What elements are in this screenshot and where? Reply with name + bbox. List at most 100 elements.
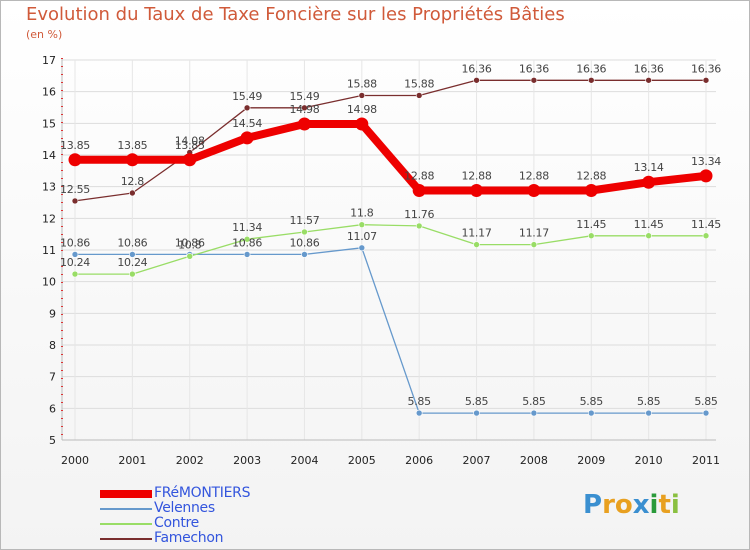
- y-tick-label: 17: [42, 54, 56, 67]
- data-label-contre: 11.8: [350, 207, 374, 220]
- data-point-famechon: [243, 104, 251, 112]
- logo-letter: r: [602, 490, 615, 520]
- y-tick-label: 16: [42, 86, 56, 99]
- data-label-fr-montiers: 13.14: [634, 161, 664, 174]
- data-label-famechon: 15.88: [347, 77, 377, 90]
- x-tick-label: 2002: [176, 454, 204, 467]
- data-label-contre: 11.45: [634, 218, 664, 231]
- data-point-fr-montiers: [68, 153, 82, 167]
- data-point-fr-montiers: [699, 169, 713, 183]
- data-point-famechon: [587, 76, 595, 84]
- data-point-famechon: [415, 92, 423, 99]
- legend-swatch: [100, 538, 152, 540]
- data-point-contre: [473, 241, 480, 248]
- data-point-contre: [587, 232, 595, 240]
- logo-letter: i: [649, 490, 659, 520]
- legend-swatch: [100, 490, 152, 498]
- y-tick-label: 14: [42, 149, 56, 162]
- data-label-fr-montiers: 13.85: [60, 139, 90, 152]
- y-tick-label: 13: [42, 181, 56, 194]
- data-point-contre: [530, 241, 538, 248]
- data-point-velennes: [587, 409, 595, 417]
- legend-item-famechon: Famechon: [100, 531, 320, 546]
- legend-item-fr-montiers: FRéMONTIERS: [100, 486, 320, 501]
- data-label-fr-montiers: 14.98: [289, 103, 319, 116]
- data-label-velennes: 10.86: [289, 236, 319, 249]
- data-labels: 10.86 10.86 10.86 10.86 10.86 11.07 5.85 5.85 5.…: [60, 62, 722, 408]
- data-label-famechon: 15.88: [404, 77, 434, 90]
- data-label-famechon: 15.49: [232, 90, 262, 103]
- data-point-famechon: [473, 76, 480, 84]
- data-point-famechon: [358, 92, 366, 99]
- data-label-velennes: 5.85: [408, 395, 432, 408]
- y-tick-label: 6: [49, 402, 56, 415]
- data-label-contre: 11.76: [404, 208, 434, 221]
- y-tick-label: 15: [42, 117, 56, 130]
- data-label-velennes: 10.86: [117, 236, 147, 249]
- data-label-famechon: 16.36: [691, 62, 721, 75]
- data-point-fr-montiers: [355, 117, 369, 131]
- series-line-velennes: [74, 247, 707, 414]
- data-label-famechon: 16.36: [634, 62, 664, 75]
- data-label-contre: 10.24: [60, 256, 90, 269]
- legend-label: FRéMONTIERS: [154, 485, 251, 501]
- data-label-fr-montiers: 13.34: [691, 155, 721, 168]
- y-tick-label: 10: [42, 276, 56, 289]
- data-label-velennes: 10.86: [232, 236, 262, 249]
- data-point-velennes: [243, 251, 251, 258]
- data-point-contre: [702, 232, 710, 240]
- data-label-fr-montiers: 12.88: [404, 169, 434, 182]
- data-point-famechon: [301, 104, 308, 112]
- logo-letter: t: [658, 490, 671, 520]
- legend-label: Contre: [154, 515, 199, 531]
- data-point-fr-montiers: [297, 117, 311, 131]
- data-label-velennes: 5.85: [522, 395, 546, 408]
- x-tick-label: 2006: [405, 454, 433, 467]
- x-tick-label: 2008: [520, 454, 548, 467]
- logo-letter: x: [632, 490, 650, 520]
- data-label-contre: 11.17: [462, 227, 492, 240]
- data-point-velennes: [71, 251, 79, 258]
- data-point-famechon: [71, 197, 79, 205]
- data-label-fr-montiers: 14.54: [232, 117, 262, 130]
- legend-label: Velennes: [154, 500, 215, 516]
- data-label-famechon: 16.36: [576, 62, 606, 75]
- legend-item-contre: Contre: [100, 516, 320, 531]
- data-point-contre: [129, 270, 136, 278]
- data-point-fr-montiers: [240, 131, 254, 145]
- series-line-contre: [74, 224, 707, 275]
- data-point-velennes: [702, 409, 710, 417]
- data-label-famechon: 12.55: [60, 183, 90, 196]
- x-tick-label: 2007: [463, 454, 491, 467]
- data-point-contre: [301, 228, 308, 236]
- y-tick-label: 8: [49, 339, 56, 352]
- data-label-fr-montiers: 13.85: [175, 139, 205, 152]
- logo-letter: o: [614, 490, 633, 520]
- data-point-contre: [415, 222, 423, 230]
- x-tick-label: 2001: [118, 454, 146, 467]
- data-point-famechon: [530, 76, 538, 84]
- data-point-fr-montiers: [183, 153, 197, 167]
- proxiti-logo: Proxiti: [583, 490, 680, 520]
- data-label-velennes: 5.85: [694, 395, 718, 408]
- legend-item-velennes: Velennes: [100, 501, 320, 516]
- legend-swatch: [100, 508, 152, 510]
- x-tick-label: 2011: [692, 454, 720, 467]
- data-label-velennes: 5.85: [465, 395, 489, 408]
- data-label-contre: 11.45: [576, 218, 606, 231]
- data-point-fr-montiers: [527, 183, 541, 197]
- data-point-velennes: [129, 251, 136, 258]
- data-point-fr-montiers: [125, 153, 139, 167]
- data-label-contre: 11.17: [519, 227, 549, 240]
- logo-letter: P: [583, 490, 603, 520]
- x-tick-label: 2000: [61, 454, 89, 467]
- data-point-contre: [186, 253, 194, 260]
- data-point-velennes: [358, 244, 366, 252]
- data-point-velennes: [473, 409, 480, 417]
- data-point-fr-montiers: [412, 183, 426, 197]
- data-label-contre: 10.8: [178, 238, 202, 251]
- data-label-velennes: 11.07: [347, 230, 377, 243]
- data-label-fr-montiers: 14.98: [347, 103, 377, 116]
- data-label-fr-montiers: 13.85: [117, 139, 147, 152]
- axes: 5 6 7 8 9 10 11 12 13 14 15 16 17 2000 2001 2002 2003 200…: [42, 54, 720, 467]
